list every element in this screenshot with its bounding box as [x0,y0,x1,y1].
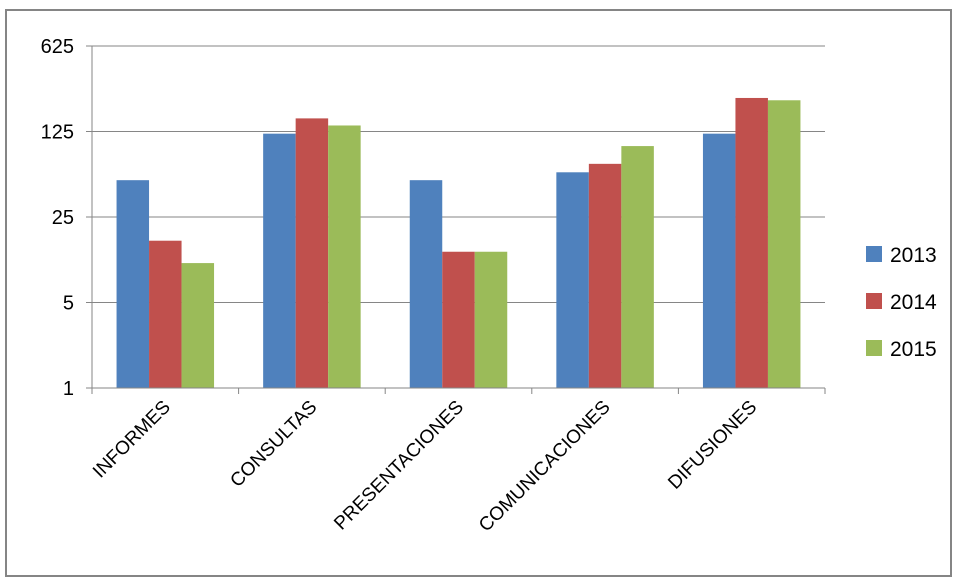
y-tick-label: 25 [52,207,74,229]
category-label: COMUNICACIONES [475,397,615,537]
category-label: PRESENTACIONES [330,397,468,535]
bar-2014-difusiones [735,97,768,388]
legend-label-2013: 2013 [890,244,937,267]
bar-2015-presentaciones [474,251,508,388]
bar-2015-consultas [328,125,361,388]
legend-swatch-2014 [866,293,882,309]
bar-2014-informes [149,240,182,388]
y-tick-label: 5 [63,293,74,315]
bar-2014-consultas [295,118,329,388]
legend-label-2015: 2015 [890,338,937,361]
bar-2014-presentaciones [442,251,475,388]
legend-swatch-2013 [866,246,882,262]
bar-2013-consultas [263,133,296,388]
bar-2015-comunicaciones [621,146,654,388]
category-label: CONSULTAS [226,397,321,492]
category-label: INFORMES [89,397,175,483]
bar-2013-presentaciones [409,180,443,388]
y-tick-label: 125 [41,122,74,144]
category-labels: INFORMES CONSULTAS PRESENTACIONES COMUNICAC… [89,397,761,537]
bars [116,97,801,388]
y-tick-label: 625 [41,36,74,58]
bar-2013-informes [116,180,150,388]
y-tick-labels: 1 5 25 125 625 [41,36,74,400]
bar-2013-comunicaciones [556,172,589,388]
bar-2013-difusiones [702,133,736,388]
legend: 2013 2014 2015 [866,244,937,361]
category-label: DIFUSIONES [664,397,761,494]
axes [91,46,826,394]
bar-2015-difusiones [767,100,801,388]
bar-2015-informes [181,263,215,388]
bar-2014-comunicaciones [588,163,622,388]
legend-swatch-2015 [866,340,882,356]
y-tick-label: 1 [63,378,74,400]
legend-label-2014: 2014 [890,291,937,314]
